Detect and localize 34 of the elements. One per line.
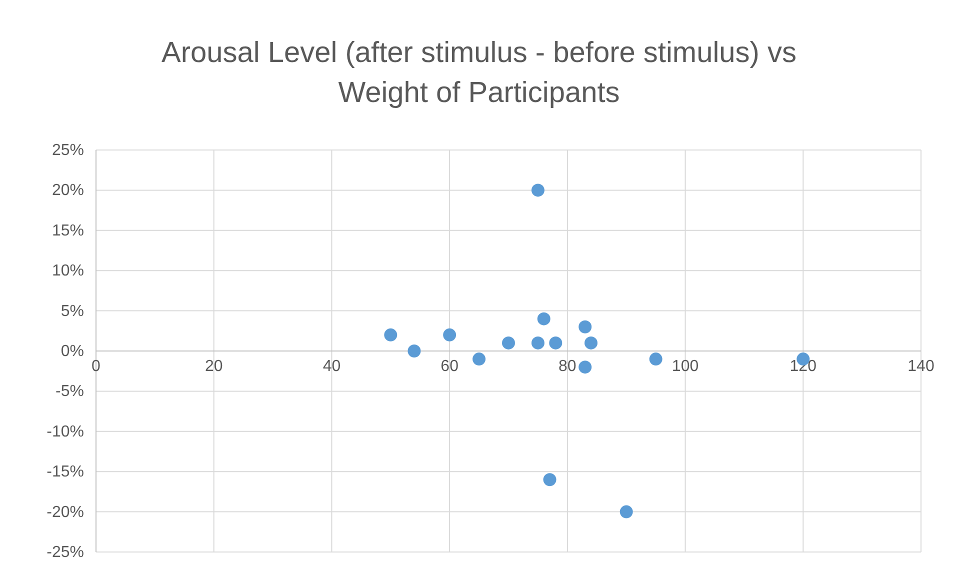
x-tick-label: 80: [558, 358, 576, 375]
x-tick-label: 100: [672, 358, 699, 375]
point: [649, 352, 662, 366]
y-tick-label: -25%: [46, 544, 84, 561]
point: [543, 473, 556, 486]
y-tick-label: 15%: [52, 222, 84, 240]
point: [443, 328, 456, 342]
x-tick-label: 40: [322, 358, 341, 375]
x-tick-label: 20: [204, 358, 223, 375]
point: [620, 505, 633, 518]
point: [584, 336, 598, 350]
point: [578, 360, 592, 374]
y-tick-label: -5%: [56, 383, 84, 400]
y-tick-label: -15%: [46, 464, 84, 481]
y-tick-label: 5%: [60, 302, 84, 320]
x-tick-label: 140: [908, 358, 934, 375]
y-tick-label: 10%: [52, 262, 84, 280]
point: [531, 184, 544, 197]
point: [578, 320, 592, 334]
chart-title: Arousal Level (after stimulus - before stimulus) vs Weight of Participants: [162, 37, 796, 109]
y-tick-label: -20%: [46, 504, 84, 521]
y-tick-label: 20%: [52, 182, 84, 200]
y-tick-label: 0%: [60, 343, 84, 360]
y-tick-label: -10%: [46, 423, 84, 440]
x-tick-label: 60: [440, 358, 459, 375]
point: [537, 312, 550, 326]
point: [531, 336, 544, 350]
point: [408, 344, 421, 358]
point: [384, 328, 398, 342]
x-tick-label: 0: [92, 358, 101, 375]
point: [472, 352, 486, 366]
y-tick-label: 25%: [52, 142, 84, 159]
point: [502, 336, 515, 350]
point: [549, 336, 562, 350]
